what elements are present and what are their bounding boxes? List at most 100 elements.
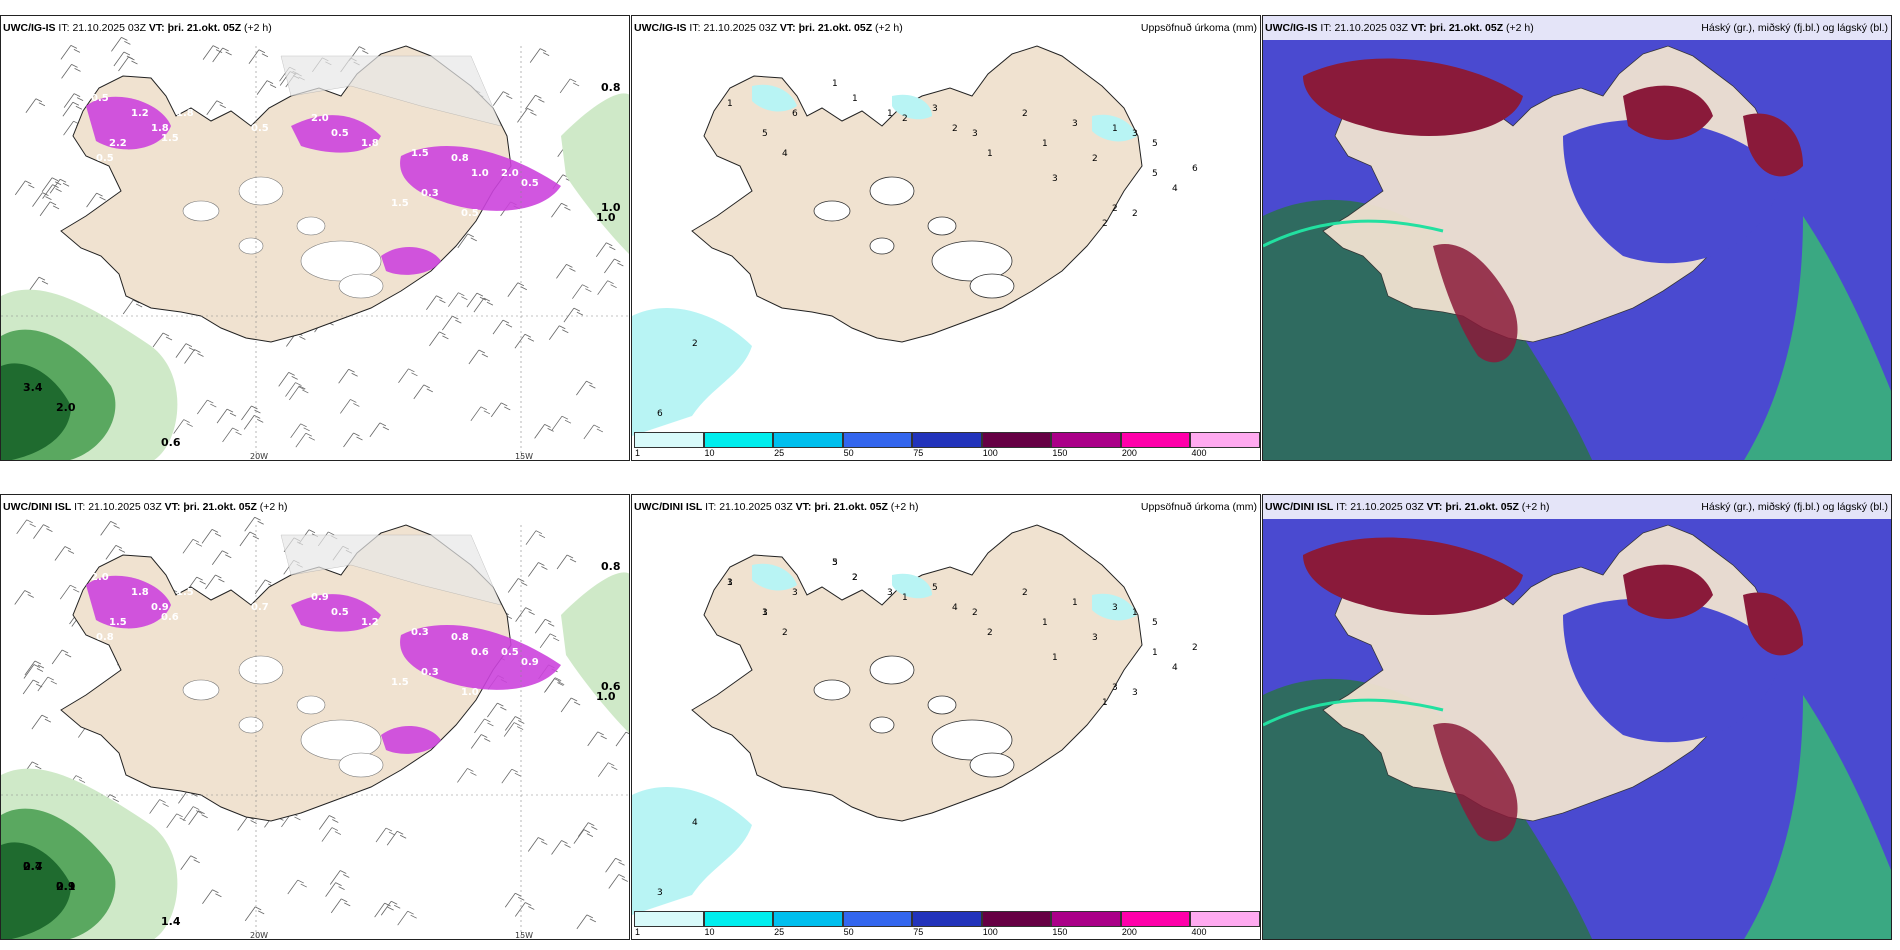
colorbar-tick-label: 25: [774, 448, 785, 458]
wind-barb: [343, 432, 363, 448]
wind-barb: [374, 902, 394, 918]
panel-title: Uppsöfnuð úrkoma (mm): [1140, 501, 1257, 513]
precip-area: [632, 307, 752, 436]
wind-barb: [152, 332, 173, 348]
hatched-region: [280, 55, 502, 127]
precip-heavy: [86, 575, 171, 629]
wind-barb: [241, 405, 261, 421]
accum-value-label: 5: [1152, 169, 1158, 179]
precip-shade: [561, 93, 629, 254]
issue-time: 21.10.2025 03Z: [1350, 501, 1424, 513]
wind-barb: [42, 184, 62, 199]
colorbar: 1 10 25 50 75 100 150 200 400: [634, 911, 1260, 937]
colorbar-tick-label: 400: [1191, 927, 1207, 937]
precip-value-label: 1.5: [391, 677, 409, 688]
wind-barb: [492, 91, 513, 106]
accum-value-label: 1: [1112, 124, 1118, 134]
wind-barb: [86, 192, 106, 208]
wind-barb: [583, 424, 604, 440]
wind-barb: [504, 892, 525, 908]
accum-value-label: 2: [902, 114, 908, 124]
accum-value-label: 2: [1112, 204, 1118, 214]
wind-barb: [577, 822, 598, 837]
accum-value-label: 3: [972, 129, 978, 139]
map-canvas[interactable]: [1263, 495, 1892, 940]
valid-time: þri. 21.okt. 05Z: [814, 501, 888, 513]
accum-value-label: 1: [1052, 653, 1058, 663]
wind-barb: [33, 524, 53, 539]
wind-barb: [105, 545, 126, 560]
lead-time: (+2 h): [1506, 22, 1534, 34]
accum-value-label: 2: [852, 573, 858, 583]
precip-value-label: 0.3: [421, 667, 439, 678]
glacier: [813, 679, 851, 701]
wind-barb: [534, 618, 555, 634]
colorbar-swatch: [842, 432, 913, 448]
wind-barb: [100, 520, 120, 536]
panel-header: UWC/DINI ISL IT: 21.10.2025 03Z VT: þri.…: [3, 501, 288, 513]
colorbar-tick-label: 25: [774, 927, 785, 937]
panel-dini-accum-precip: UWC/DINI ISL IT: 21.10.2025 03Z VT: þri.…: [631, 494, 1261, 940]
wind-barb: [615, 731, 629, 747]
precip-value-label: 0.5: [331, 607, 349, 618]
panel-igis-accum-precip: UWC/IG-IS IT: 21.10.2025 03Z VT: þri. 21…: [631, 15, 1261, 461]
map-canvas[interactable]: 0.51.21.82.20.51.51.80.52.00.51.81.5 0.81…: [1, 16, 630, 461]
precip-value-label: 1.5: [391, 198, 409, 209]
accum-value-label: 2: [1022, 588, 1028, 598]
precip-value-label: 1.5: [109, 617, 127, 628]
wind-barb: [31, 714, 52, 730]
wind-barb: [470, 734, 491, 749]
glacier: [927, 216, 957, 236]
accum-value-label: 4: [952, 603, 958, 613]
precip-value-label: 0.6: [471, 647, 489, 658]
precip-value-label: 1.5: [161, 133, 179, 144]
precip-value-label: 1.0: [596, 211, 616, 224]
map-canvas[interactable]: [1263, 16, 1892, 461]
wind-barb: [51, 649, 72, 665]
accum-value-label: 2: [1132, 209, 1138, 219]
model-name: UWC/IG-IS: [3, 22, 56, 34]
colorbar-swatch: [1120, 432, 1191, 448]
precip-value-label: 0.5: [521, 178, 539, 189]
wind-barb: [551, 202, 571, 218]
wind-barb: [457, 768, 477, 783]
wind-barb: [329, 870, 350, 885]
lead-time: (+2 h): [1521, 501, 1550, 513]
colorbar-tick-label: 50: [843, 927, 854, 937]
wind-barb: [244, 906, 265, 922]
colorbar-tick-label: 150: [1052, 448, 1068, 458]
wind-barb: [576, 380, 596, 396]
colorbar-swatch: [981, 432, 1052, 448]
wind-barb: [206, 100, 226, 115]
precip-area: [892, 94, 932, 120]
map-canvas[interactable]: 2.01.80.91.50.80.61.50.70.90.51.20.3 0.80…: [1, 495, 630, 940]
wind-barb: [573, 829, 594, 844]
colorbar-tick-label: 200: [1121, 927, 1137, 937]
wind-barb: [211, 550, 232, 565]
wind-barb: [534, 423, 554, 439]
panel-dini-clouds: UWC/DINI ISL IT: 21.10.2025 03Z VT: þri.…: [1262, 494, 1892, 940]
accum-value-label: 3: [1092, 633, 1098, 643]
accum-value-label: 5: [1152, 139, 1158, 149]
precip-value-label: 1.5: [411, 148, 429, 159]
precip-value-label: 0.5: [501, 647, 519, 658]
precip-value-label: 1.0: [461, 687, 479, 698]
land-mask: [691, 45, 1143, 343]
colorbar-tick-label: 1: [635, 927, 641, 937]
colorbar-swatch: [1051, 432, 1121, 448]
wind-barb: [202, 889, 222, 904]
precip-heavy: [86, 96, 171, 150]
accum-value-label: 5: [832, 558, 838, 568]
high-cloud: [1433, 244, 1518, 363]
wind-barb: [244, 516, 264, 532]
wind-barb: [587, 731, 607, 747]
precip-value-label: 0.9: [521, 657, 539, 668]
wind-barb: [556, 554, 577, 570]
low-cloud: [1263, 199, 1593, 460]
wind-barb: [551, 415, 572, 431]
accum-value-label: 3: [1132, 688, 1138, 698]
wind-barb: [330, 898, 351, 914]
wind-barb: [37, 676, 58, 692]
